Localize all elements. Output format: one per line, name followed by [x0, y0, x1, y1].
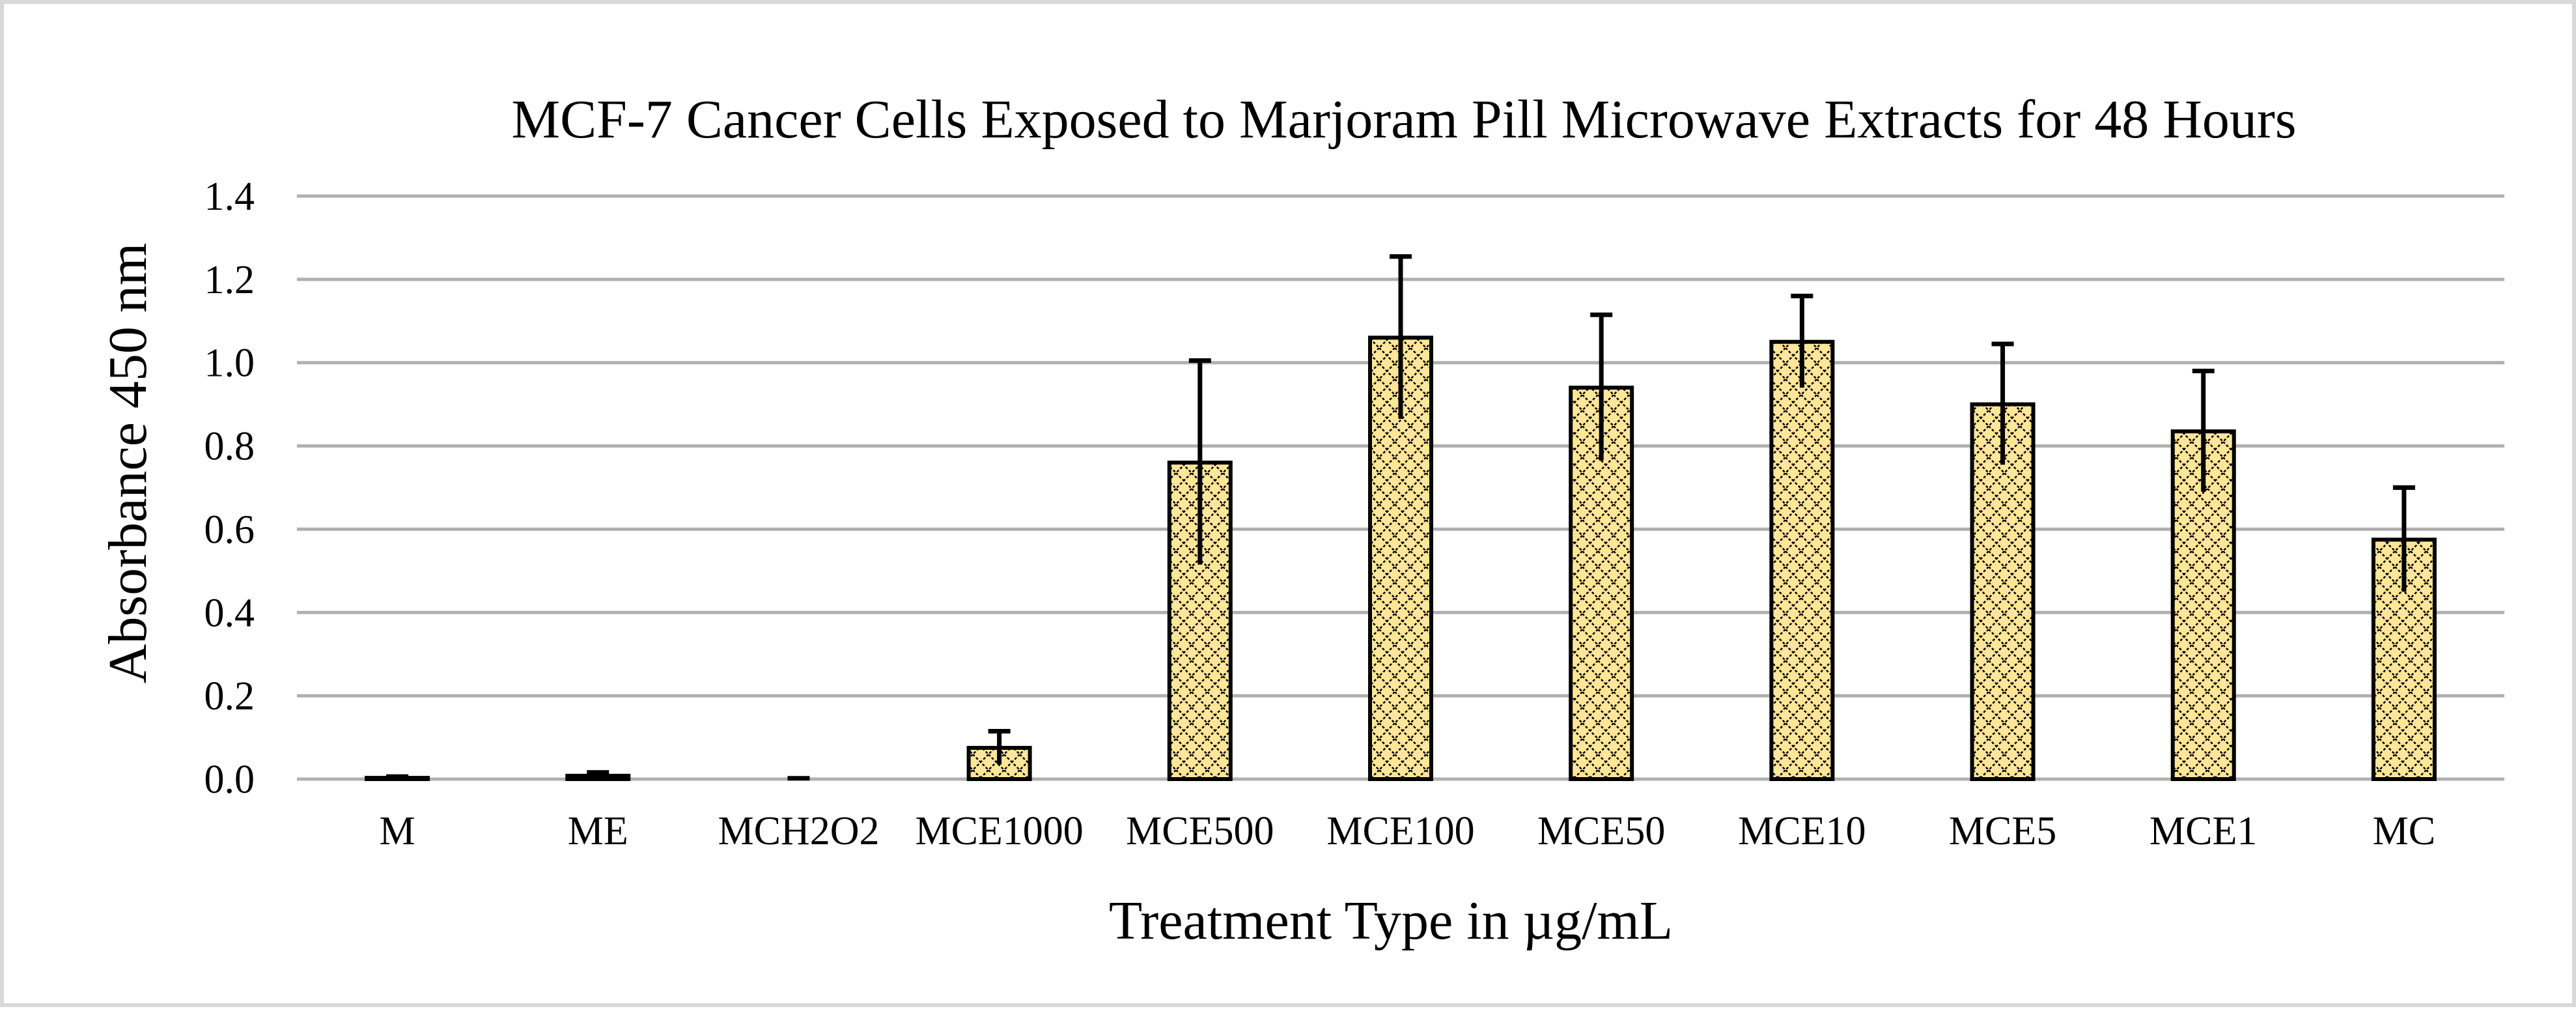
- x-tick-label: MC: [2373, 809, 2435, 853]
- x-tick-label: MCE1: [2149, 809, 2257, 853]
- y-axis-title: Absorbance 450 nm: [98, 243, 158, 684]
- x-tick-label: MCE10: [1738, 809, 1866, 853]
- bar-mce10: [1769, 339, 1835, 781]
- error-bars: [386, 254, 2415, 781]
- x-tick-label: M: [380, 809, 415, 853]
- y-tick-label: 1.2: [204, 258, 255, 302]
- chart-title: MCF-7 Cancer Cells Exposed to Marjoram P…: [511, 89, 2296, 150]
- x-tick-label: ME: [568, 809, 628, 853]
- y-tick-label: 0.8: [204, 425, 255, 469]
- x-tick-label: MCE100: [1326, 809, 1474, 853]
- x-tick-label: MCE50: [1537, 809, 1665, 853]
- y-tick-label: 0.6: [204, 507, 255, 552]
- y-tick-label: 0.4: [204, 591, 255, 635]
- bar-mce5: [1970, 402, 2036, 781]
- x-tick-label: MCE1000: [915, 809, 1083, 853]
- y-tick-labels: 0.0 0.2 0.4 0.6 0.8 1.0 1.2 1.4: [204, 175, 255, 802]
- y-tick-label: 1.0: [204, 341, 255, 386]
- y-tick-label: 0.2: [204, 674, 255, 719]
- y-tick-label: 1.4: [204, 175, 255, 219]
- bar-mce1: [2170, 429, 2236, 781]
- x-tick-labels: M ME MCH2O2 MCE1000 MCE500 MCE100 MCE50 MCE10 MC…: [380, 809, 2436, 853]
- y-tick-label: 0.0: [204, 758, 255, 802]
- x-tick-label: MCE500: [1126, 809, 1274, 853]
- x-tick-label: MCH2O2: [718, 809, 879, 853]
- x-tick-label: MCE5: [1949, 809, 2056, 853]
- chart-svg: MCF-7 Cancer Cells Exposed to Marjoram P…: [98, 89, 2504, 951]
- x-axis-title: Treatment Type in µg/mL: [1109, 890, 1673, 951]
